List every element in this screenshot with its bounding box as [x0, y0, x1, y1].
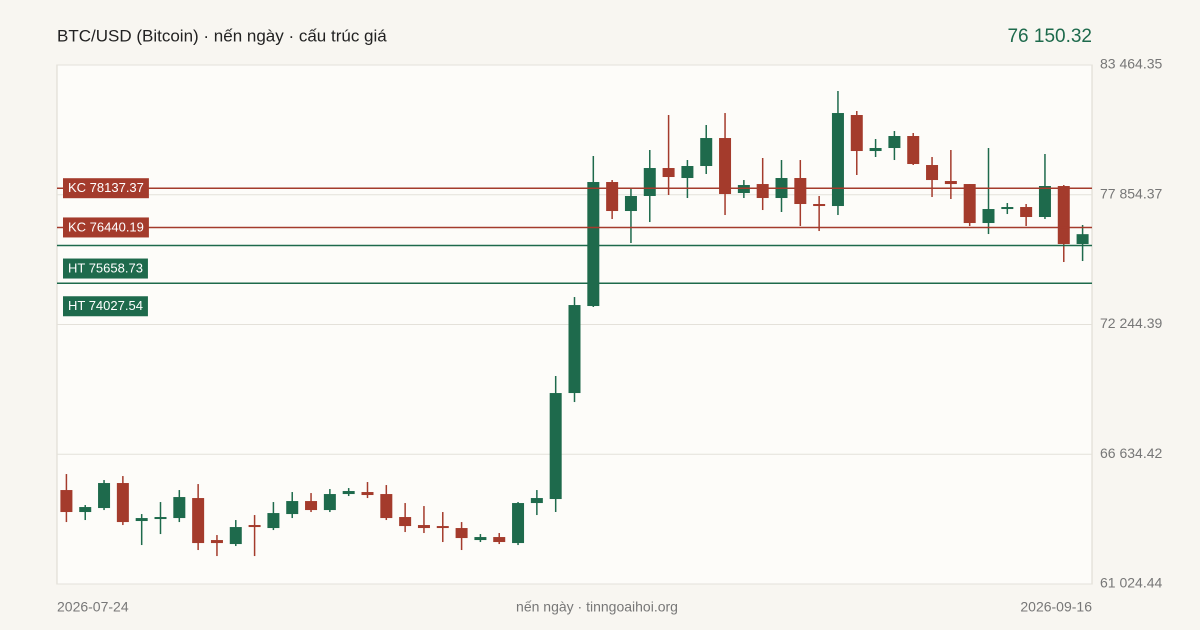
candle-body: [305, 501, 318, 511]
candle-body: [1076, 234, 1089, 245]
candle-body: [869, 148, 882, 152]
candle-body: [982, 209, 995, 224]
level-label-box: [63, 217, 149, 238]
candle-body: [436, 526, 449, 529]
candle-body: [1038, 186, 1051, 218]
candle-body: [794, 178, 807, 205]
candle-body: [417, 525, 430, 529]
candle-body: [624, 196, 637, 212]
candle-body: [530, 498, 543, 504]
candle-body: [813, 204, 826, 207]
candle-body: [98, 483, 111, 509]
candle-body: [512, 503, 525, 544]
candle-body: [850, 115, 863, 152]
candle-body: [643, 168, 656, 197]
candle-body: [361, 492, 374, 496]
level-label: KC 78137.37: [68, 180, 144, 195]
x-tick-label: 2026-09-16: [1020, 599, 1092, 615]
y-tick-label: 61 024.44: [1100, 575, 1162, 591]
candle-body: [192, 498, 205, 544]
candle-body: [154, 517, 167, 520]
y-tick-label: 83 464.35: [1100, 56, 1162, 72]
level-label: KC 76440.19: [68, 219, 144, 234]
candle-body: [380, 494, 393, 519]
candle-body: [888, 136, 901, 149]
candle-body: [944, 181, 957, 185]
candle-body: [248, 525, 261, 528]
y-tick-label: 77 854.37: [1100, 185, 1162, 201]
candle-body: [286, 501, 299, 515]
level-label-box: [63, 178, 149, 199]
level-label: HT 74027.54: [68, 298, 143, 313]
candle-body: [79, 507, 92, 513]
candle-body: [116, 483, 129, 523]
footer: nến ngày · tinngoaihoi.org: [516, 599, 678, 615]
candle-body: [756, 184, 769, 199]
candle-body: [173, 497, 186, 519]
candle-body: [662, 168, 675, 178]
candle-body: [210, 540, 223, 544]
candle-body: [323, 494, 336, 511]
candle-body: [681, 166, 694, 179]
y-tick-label: 66 634.42: [1100, 445, 1162, 461]
candle-body: [587, 182, 600, 307]
candle-body: [963, 184, 976, 224]
candle-body: [342, 491, 355, 495]
candle-body: [229, 527, 242, 545]
candle-body: [1057, 186, 1070, 245]
chart-title: BTC/USD (Bitcoin) · nến ngày · cấu trúc …: [57, 26, 387, 45]
candle-body: [267, 513, 280, 529]
x-tick-label: 2026-07-24: [57, 599, 129, 615]
candle-body: [549, 393, 562, 500]
candle-body: [737, 185, 750, 194]
level-label: HT 75658.73: [68, 260, 143, 275]
candle-body: [455, 528, 468, 539]
candle-body: [1020, 207, 1033, 218]
candle-body: [60, 490, 73, 513]
price-label: 76 150.32: [1007, 26, 1092, 47]
candle-body: [474, 537, 487, 541]
level-label-box: [63, 296, 148, 317]
candle-body: [606, 182, 619, 212]
candle-body: [493, 537, 506, 543]
y-tick-label: 72 244.39: [1100, 315, 1162, 331]
candle-body: [831, 113, 844, 207]
candle-body: [719, 138, 732, 195]
candle-body: [926, 165, 939, 181]
candle-body: [1001, 207, 1014, 210]
candle-body: [135, 518, 148, 522]
candle-body: [907, 136, 920, 165]
candle-body: [568, 305, 581, 394]
level-label-box: [63, 258, 148, 279]
candle-body: [399, 517, 412, 527]
candle-body: [700, 138, 713, 167]
